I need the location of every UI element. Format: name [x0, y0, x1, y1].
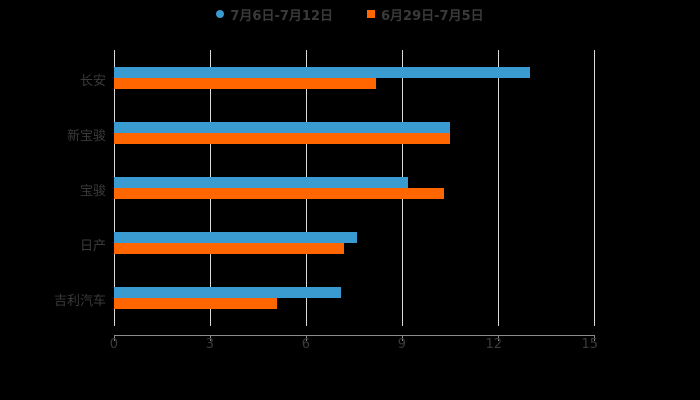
x-tick [498, 335, 499, 341]
x-tick [114, 335, 115, 341]
category-label: 吉利汽车 [53, 294, 106, 309]
category-label: 新宝骏 [66, 129, 106, 144]
category-label: 日产 [79, 239, 106, 254]
bar-current[interactable] [114, 67, 530, 78]
x-tick-label: 9 [397, 337, 406, 352]
gridline [498, 50, 499, 326]
legend-label: 7月6日-7月12日 [230, 8, 333, 24]
x-tick [306, 335, 307, 341]
x-tick-label: 12 [485, 337, 502, 352]
category-label: 宝骏 [79, 184, 106, 199]
bar-current[interactable] [114, 232, 358, 243]
bar-current[interactable] [114, 122, 450, 133]
x-tick-label: 0 [109, 337, 118, 352]
x-tick [402, 335, 403, 341]
chart-legend: 7月6日-7月12日 6月29日-7月5日 [0, 4, 700, 24]
bar-previous[interactable] [114, 188, 444, 199]
category-label: 长安 [79, 74, 106, 89]
gridline [594, 50, 595, 326]
bar-previous[interactable] [114, 298, 278, 309]
x-tick [594, 335, 595, 341]
legend-square-icon [367, 10, 375, 18]
legend-item-current-week[interactable]: 7月6日-7月12日 [216, 4, 333, 24]
bar-current[interactable] [114, 177, 409, 188]
x-axis-line [114, 335, 594, 336]
x-tick-label: 3 [205, 337, 214, 352]
legend-circle-icon [216, 10, 225, 18]
legend-label: 6月29日-7月5日 [381, 8, 484, 24]
legend-item-previous-week[interactable]: 6月29日-7月5日 [367, 4, 484, 24]
bar-previous[interactable] [114, 78, 377, 89]
plot-area [114, 50, 595, 326]
x-tick [210, 335, 211, 341]
bar-previous[interactable] [114, 133, 450, 144]
bar-current[interactable] [114, 287, 342, 298]
x-tick-label: 6 [301, 337, 310, 352]
bar-previous[interactable] [114, 243, 345, 254]
x-tick-label: 15 [581, 337, 598, 352]
